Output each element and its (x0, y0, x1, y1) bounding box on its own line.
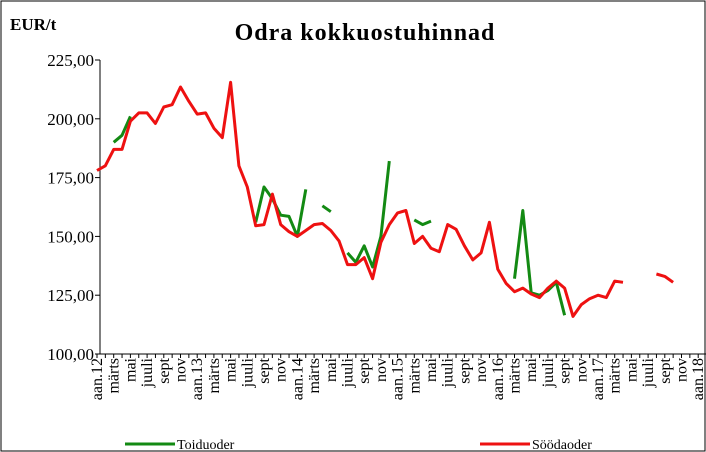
x-tick-label: aan.13 (189, 358, 206, 400)
x-tick-label: märts (406, 358, 423, 394)
y-tick-label: 175,00 (47, 169, 94, 188)
x-tick-label: juuli (440, 357, 457, 388)
series-line (96, 80, 674, 318)
x-tick-label: aan.12 (89, 358, 106, 400)
x-tick-label: sept (356, 357, 373, 383)
legend-label: Söödaoder (532, 438, 592, 452)
x-tick-label: aan.17 (590, 358, 607, 400)
x-tick-label: nov (473, 358, 490, 382)
x-tick-label: juuli (139, 357, 156, 388)
x-tick-label: märts (206, 358, 223, 394)
x-tick-label: aan.15 (390, 358, 407, 400)
x-tick-label: juuli (340, 357, 357, 388)
x-tick-label: märts (507, 358, 524, 394)
x-tick-label: sept (657, 357, 674, 383)
x-tick-label: sept (256, 357, 273, 383)
x-tick-label: mai (523, 357, 540, 382)
x-tick-label: nov (273, 358, 290, 382)
x-tick-label: juuli (239, 357, 256, 388)
x-tick-label: nov (373, 358, 390, 382)
x-tick-label: juuli (540, 357, 557, 388)
y-tick-label: 150,00 (47, 227, 94, 246)
y-tick-label: 100,00 (47, 345, 94, 364)
y-tick-label: 200,00 (47, 110, 94, 129)
x-tick-label: mai (323, 357, 340, 382)
x-tick-label: mai (122, 357, 139, 382)
x-tick-label: mai (223, 357, 240, 382)
x-tick-label: märts (607, 358, 624, 394)
x-tick-label: märts (306, 358, 323, 394)
x-tick-label: märts (106, 358, 123, 394)
x-tick-label: nov (674, 358, 691, 382)
x-tick-label: aan.18 (690, 358, 706, 400)
series-line (112, 115, 567, 316)
legend-label: Toiduoder (177, 438, 235, 452)
y-tick-label: 225,00 (47, 51, 94, 70)
y-axis-label: EUR/t (10, 15, 57, 34)
x-tick-label: aan.14 (289, 358, 306, 400)
y-tick-label: 125,00 (47, 286, 94, 305)
x-tick-label: mai (623, 357, 640, 382)
x-tick-label: sept (456, 357, 473, 383)
x-tick-label: juuli (640, 357, 657, 388)
x-tick-label: mai (423, 357, 440, 382)
x-tick-label: aan.16 (490, 358, 507, 400)
x-tick-label: nov (573, 358, 590, 382)
x-tick-label: sept (557, 357, 574, 383)
x-tick-label: nov (173, 358, 190, 382)
chart-title: Odra kokkuostuhinnad (235, 20, 496, 46)
x-tick-label: sept (156, 357, 173, 383)
